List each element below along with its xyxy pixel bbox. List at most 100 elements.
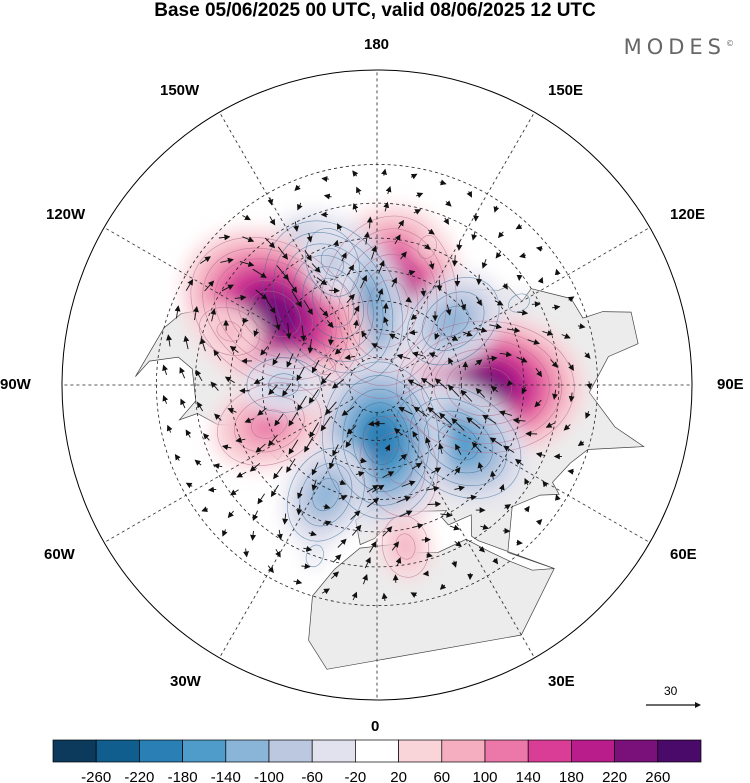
anomaly-band (507, 292, 531, 314)
wind-arrow (411, 351, 424, 358)
wind-arrow (398, 453, 408, 462)
wind-arrow (296, 366, 305, 382)
colorbar-box-0 (52, 739, 97, 763)
wind-arrow (297, 202, 303, 211)
wind-arrow (300, 325, 307, 342)
wind-arrow (391, 277, 397, 288)
contour-line (357, 266, 419, 348)
wind-arrow (577, 440, 585, 447)
wind-arrow (462, 330, 473, 337)
wind-arrow (477, 461, 484, 472)
contour-line (234, 396, 305, 453)
wind-arrow (382, 526, 393, 537)
wind-arrow (445, 200, 452, 207)
wind-arrow (439, 583, 447, 590)
wind-arrow (523, 505, 530, 513)
wind-arrow (476, 274, 483, 286)
wind-arrow (443, 217, 450, 225)
wind-arrow (353, 319, 359, 329)
wind-arrow (400, 251, 407, 260)
anomaly-band (266, 372, 301, 398)
colorbar-label: 260 (645, 769, 670, 783)
wind-arrow (242, 236, 255, 243)
wind-arrow (185, 279, 194, 291)
contour-set-2 (190, 236, 361, 391)
wind-arrow (227, 407, 237, 414)
wind-arrow (498, 483, 505, 492)
wind-arrow (341, 252, 347, 262)
wind-arrow (512, 417, 526, 424)
contour-line (263, 220, 403, 385)
colorbar-label: -260 (81, 769, 111, 783)
wind-arrow (356, 186, 362, 195)
wind-arrow (255, 443, 266, 453)
wind-arrow (288, 439, 299, 455)
wind-arrow (338, 495, 348, 501)
wind-arrow (352, 170, 359, 177)
wind-arrow (195, 369, 203, 382)
wind-arrow (192, 306, 199, 321)
contour-line (190, 236, 361, 391)
wind-arrow (267, 565, 274, 574)
colorbar-box-14 (657, 739, 702, 763)
wind-arrow (410, 313, 418, 320)
colorbar-box-13 (614, 739, 659, 763)
wind-arrow (364, 556, 371, 569)
wind-arrow (293, 578, 303, 585)
wind-arrow (378, 260, 385, 274)
contour-line (226, 269, 325, 359)
wind-arrow (252, 510, 259, 521)
wind-arrow (489, 470, 496, 480)
wind-arrow (294, 184, 301, 192)
wind-arrow (585, 411, 591, 419)
wind-arrow (473, 213, 480, 222)
wind-arrow (489, 437, 503, 447)
contour-line (342, 388, 420, 492)
colorbar-label: -180 (168, 769, 198, 783)
wind-arrow (439, 412, 453, 426)
wind-arrow (311, 479, 318, 491)
wind-arrow (396, 496, 412, 503)
contour-line (352, 402, 410, 479)
wind-arrow (394, 234, 401, 245)
wind-arrow (478, 546, 486, 553)
wind-arrow (323, 503, 331, 510)
wind-arrow (253, 377, 265, 384)
wind-arrow (420, 288, 427, 297)
wind-arrow (194, 459, 202, 466)
wind-arrow (282, 513, 289, 525)
wind-arrow (396, 353, 411, 360)
wind-arrow (542, 330, 554, 336)
wind-arrow (466, 190, 472, 198)
wind-arrow (451, 418, 465, 431)
wind-arrow (252, 268, 267, 279)
wind-arrow (384, 444, 391, 452)
wind-arrow (535, 451, 546, 458)
wind-arrow (412, 430, 419, 441)
wind-arrow (243, 548, 249, 558)
wind-arrow (451, 255, 458, 267)
wind-arrow (285, 322, 292, 340)
wind-arrow (515, 458, 524, 466)
wind-arrow (431, 467, 442, 474)
wind-arrow (401, 480, 416, 487)
wind-arrow (320, 416, 331, 432)
wind-arrow (366, 484, 379, 493)
wind-arrow (257, 493, 265, 505)
colorbar-box-10 (484, 739, 529, 763)
wind-arrow (222, 529, 228, 537)
lon-label-90e: 90E (717, 376, 744, 393)
contour-line (395, 533, 416, 560)
wind-arrow (426, 552, 433, 558)
wind-arrow (297, 486, 303, 500)
wind-arrow (183, 335, 190, 350)
wind-arrow (346, 425, 357, 435)
wind-arrow (257, 407, 267, 416)
colorbar-label: 100 (472, 769, 497, 783)
colorbar-labels: -260 -220 -180 -140 -100 -60 -20 20 60 100 140 180 2… (81, 769, 670, 783)
wind-arrow (174, 305, 181, 319)
wind-arrow (353, 305, 360, 316)
wind-arrow (351, 591, 358, 601)
colorbar-box-8 (398, 739, 443, 763)
contour-line (458, 366, 513, 407)
